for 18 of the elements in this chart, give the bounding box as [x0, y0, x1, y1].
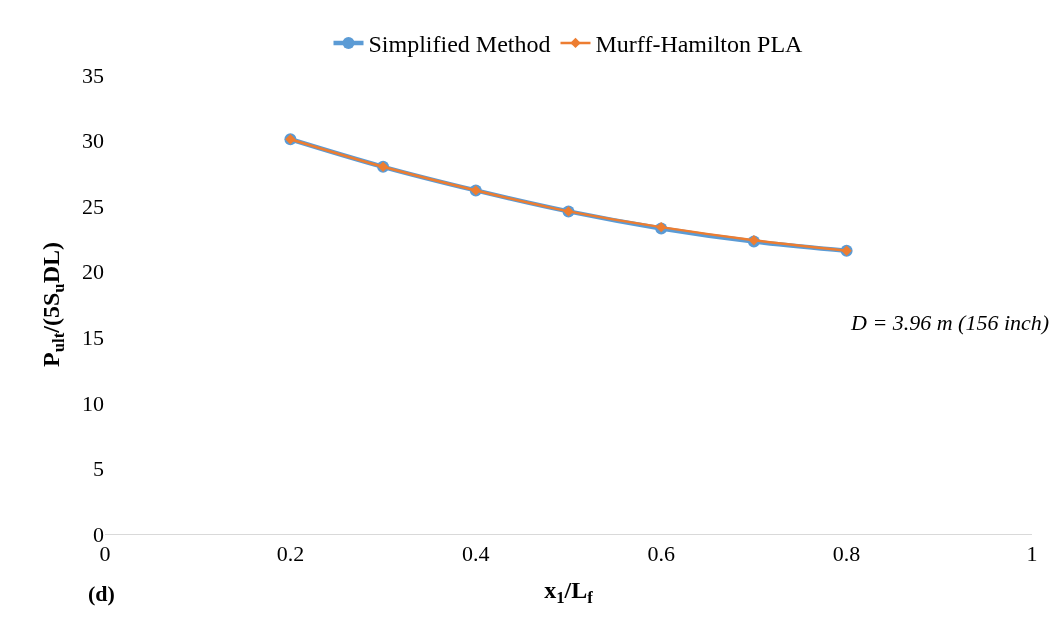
x-tick-label: 1	[1026, 541, 1038, 567]
text: (d)	[88, 581, 115, 606]
legend-label: Simplified Method	[368, 31, 551, 58]
y-tick-label: 25	[82, 193, 104, 219]
x-tick-label: 0.8	[832, 541, 861, 567]
annotation: D = 3.96 m (156 inch)	[850, 310, 1050, 335]
legend-label: Murff-Hamilton PLA	[595, 31, 804, 58]
x-tick-label: 0.6	[647, 541, 675, 567]
y-tick-label: 30	[82, 128, 104, 154]
x-tick-label: 0.4	[462, 541, 490, 567]
y-tick-label: 5	[93, 456, 104, 482]
y-tick-label: 15	[82, 324, 104, 350]
y-tick-label: 0	[93, 521, 104, 547]
x-tick-label: 0.2	[276, 541, 305, 567]
y-tick-label: 10	[82, 390, 104, 416]
y-tick-label: 20	[82, 259, 104, 285]
x-axis-title: x$_{1}$/L$_{f}$	[544, 576, 594, 607]
y-tick-label: 35	[82, 62, 104, 88]
